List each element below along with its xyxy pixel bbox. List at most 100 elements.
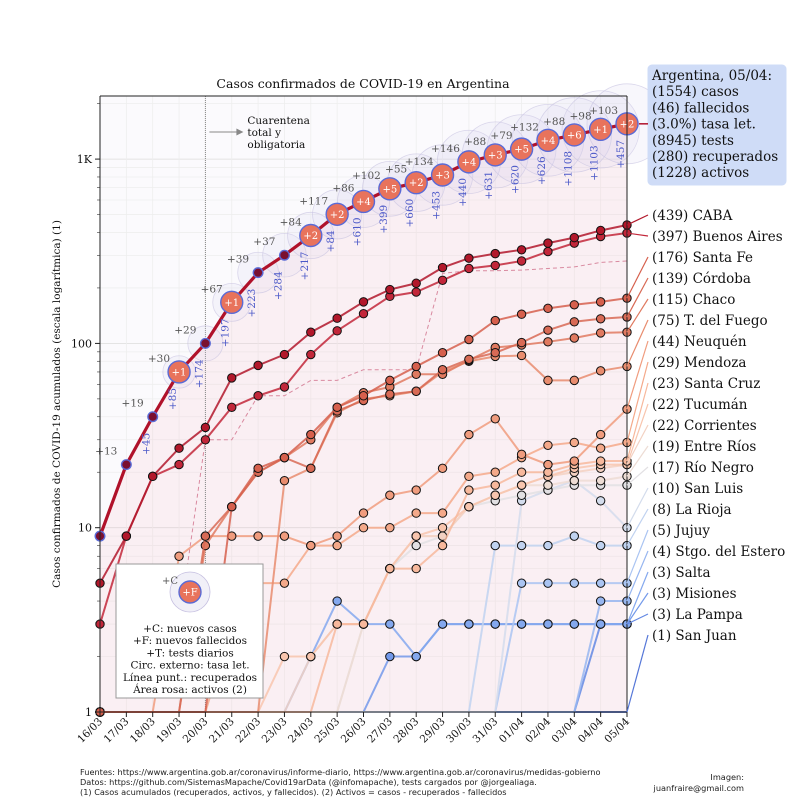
legend-connector (626, 529, 649, 584)
series-point (385, 375, 395, 386)
tests-label: +85 (167, 388, 179, 410)
legend-death-marker-icon (178, 580, 202, 604)
legend-connector (626, 487, 649, 528)
new-cases-label: +103 (589, 105, 618, 117)
series-point (411, 386, 421, 396)
series-point (411, 563, 421, 574)
death-marker (299, 223, 323, 248)
series-point (516, 256, 527, 266)
tests-label: +174 (193, 359, 205, 388)
death-marker (325, 202, 349, 226)
series-point (569, 619, 579, 629)
series-point (543, 337, 553, 347)
image-credit: Imagen: juanfraire@gmail.com (640, 772, 744, 794)
x-tick-label: 17/03 (102, 716, 132, 746)
series-point (279, 452, 290, 463)
series-point (595, 314, 606, 324)
series-point (437, 348, 448, 358)
series-point (358, 297, 369, 307)
new-cases-label: +55 (385, 164, 407, 176)
legend-entry: (22) Corrientes (652, 418, 757, 434)
legend-box-line: Circ. externo: tasa let. (130, 660, 249, 672)
new-deaths-label: +4 (462, 157, 477, 168)
legend-box-line: +F: nuevos fallecidos (133, 635, 247, 647)
legend-connector (626, 256, 649, 299)
series-point (569, 375, 579, 386)
legend-entry: (397) Buenos Aires (652, 229, 783, 245)
new-cases-label: +134 (405, 156, 434, 168)
series-point (595, 328, 606, 338)
legend-entry: (439) CABA (652, 208, 733, 224)
tests-label: +620 (510, 165, 522, 194)
legend-entry: (5) Jujuy (652, 523, 710, 539)
new-deaths-label: +3 (488, 150, 503, 161)
legend-entry: (19) Entre Ríos (652, 439, 756, 455)
series-point (464, 253, 474, 263)
series-point (516, 480, 527, 490)
x-tick-label: 27/03 (365, 716, 395, 746)
series-0 (95, 220, 632, 588)
series-point (385, 490, 395, 500)
summary-line: (1228) activos (652, 165, 749, 181)
new-cases-label: +79 (490, 130, 512, 142)
new-deaths-label: +2 (330, 210, 345, 221)
death-marker (588, 117, 613, 142)
legend-connector (626, 550, 649, 602)
x-tick-label: 19/03 (154, 716, 184, 746)
series-point (279, 382, 290, 392)
death-marker (167, 360, 191, 384)
legend-entry: (176) Santa Fe (652, 250, 753, 266)
series-point (358, 508, 369, 518)
series-point (595, 619, 606, 629)
series-point (516, 490, 527, 500)
tests-label: +1108 (562, 151, 574, 187)
tests-label: +626 (536, 156, 548, 185)
series-point (595, 578, 606, 588)
legend-entry: (17) Río Negro (652, 460, 754, 476)
y-axis-label: Casos confirmados de COVID-19 acumulados… (51, 220, 63, 588)
series-point (595, 297, 606, 307)
y-tick-label: 100 (71, 337, 92, 350)
series-point (569, 578, 579, 588)
legend-connector (626, 319, 649, 367)
footer-notes: Fuentes: https://www.argentina.gob.ar/co… (80, 767, 601, 797)
tests-label: +217 (299, 252, 311, 281)
series-point (437, 508, 448, 518)
series-point (411, 508, 421, 518)
series-point (437, 523, 448, 533)
series-point (411, 540, 421, 551)
legend-connector (626, 508, 649, 546)
new-cases-label: +146 (431, 143, 460, 155)
legend-box-line: Área rosa: activos (2) (132, 682, 247, 696)
series-point (516, 540, 527, 551)
series-point (490, 260, 500, 271)
series-point (358, 619, 369, 629)
series-point (543, 480, 553, 490)
series-point (332, 540, 342, 551)
legend-symbol-c: +C (162, 576, 178, 587)
death-marker (562, 123, 586, 147)
series-point (227, 373, 237, 383)
series-point (411, 361, 421, 372)
series-point (200, 422, 211, 433)
new-deaths-label: +3 (435, 170, 450, 181)
series-point (569, 531, 579, 541)
tests-label: +84 (325, 230, 337, 252)
series-point (543, 459, 553, 470)
new-cases-label: +84 (280, 217, 302, 229)
legend-connector (626, 403, 649, 465)
series-point (516, 309, 527, 319)
x-tick-label: 20/03 (181, 716, 211, 746)
quarantine-annotation: Cuarentena (247, 115, 310, 127)
x-tick-label: 28/03 (391, 716, 421, 746)
y-tick-label: 1 (85, 706, 92, 719)
series-point (332, 313, 342, 323)
legend-entry: (4) Stgo. del Estero (652, 544, 785, 560)
series-point (279, 475, 290, 486)
national-point (278, 249, 290, 261)
national-series: +13+19+45+1+30+85+29+174+1+67+197+39+223… (94, 83, 668, 542)
series-point (437, 262, 448, 273)
quarantine-annotation: obligatoria (247, 139, 305, 151)
x-tick-label: 31/03 (470, 716, 500, 746)
national-point (120, 459, 132, 471)
